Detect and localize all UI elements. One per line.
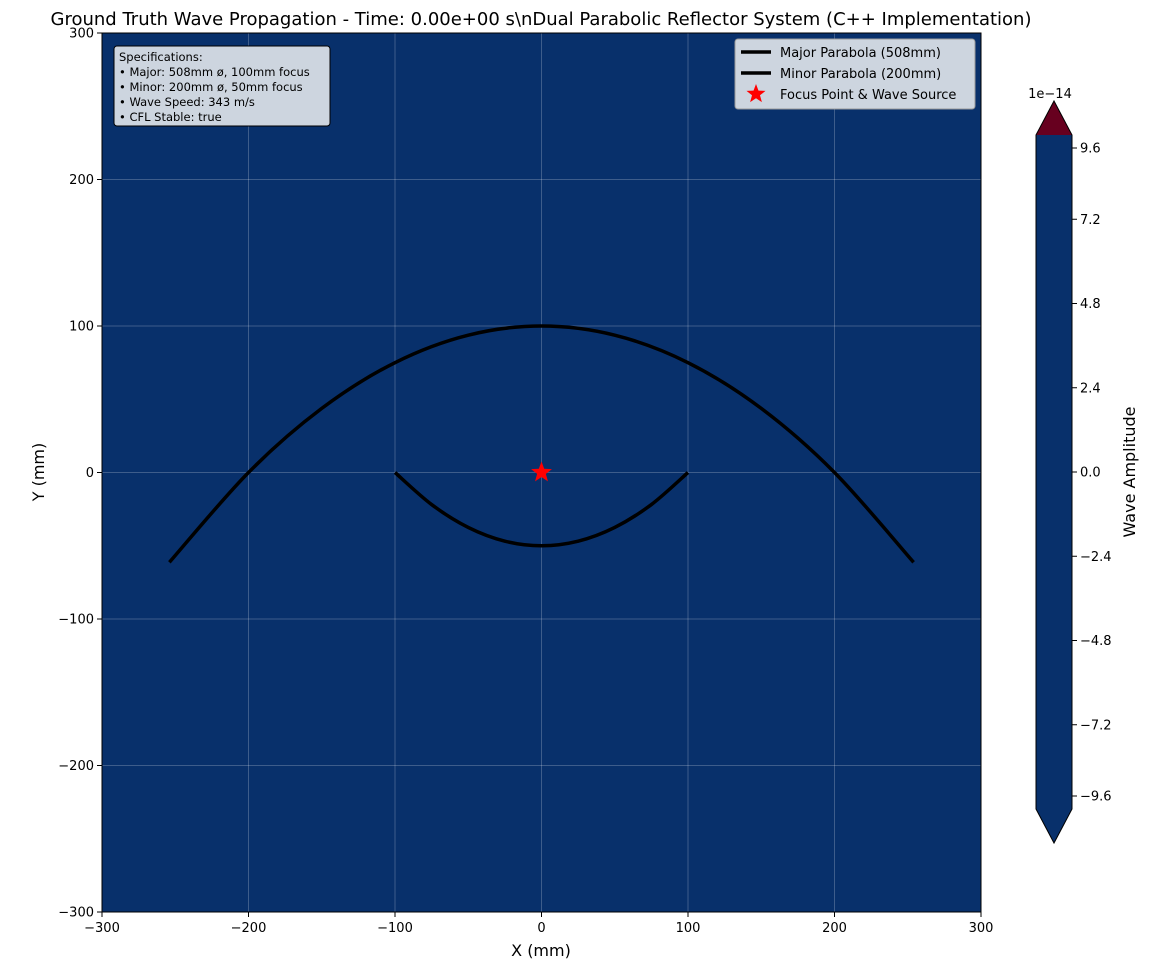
specifications-annotation: Specifications: • Major: 508mm ø, 100mm … <box>113 45 331 127</box>
y-tick-label: 100 <box>69 320 94 335</box>
colorbar-tick-label: −2.4 <box>1080 550 1112 565</box>
colorbar-tick-label: 7.2 <box>1080 213 1101 228</box>
colorbar-tick-label: −9.6 <box>1080 790 1112 805</box>
y-tick-label: 200 <box>69 173 94 188</box>
colorbar-tick-label: 2.4 <box>1080 381 1101 396</box>
colorbar-offset-text: 1e−14 <box>1028 87 1072 102</box>
series-layer <box>168 324 915 564</box>
x-tick-label: −100 <box>377 921 413 936</box>
y-tick-label: −100 <box>58 613 94 628</box>
legend-star-marker <box>746 84 766 103</box>
spec-line: • Wave Speed: 343 m/s <box>119 95 255 109</box>
spec-line: • CFL Stable: true <box>119 110 222 124</box>
x-tick-label: 300 <box>969 921 994 936</box>
minor-parabola-curve <box>393 471 690 548</box>
chart-title: Ground Truth Wave Propagation - Time: 0.… <box>51 9 1032 30</box>
x-tick-label: −300 <box>84 921 120 936</box>
x-tick-label: 100 <box>676 921 701 936</box>
colorbar-tick-label: −7.2 <box>1080 718 1112 733</box>
legend-label-minor: Minor Parabola (200mm) <box>780 67 941 82</box>
specifications-box <box>113 45 331 127</box>
colorbar-tick-label: 0.0 <box>1080 466 1101 481</box>
colorbar-ticks: −9.6 −7.2 −4.8 −2.4 0.0 2.4 4.8 7.2 9.6 <box>1072 142 1112 805</box>
legend-box <box>734 38 976 110</box>
x-axis-label: X (mm) <box>511 941 571 960</box>
colorbar-tick-label: 4.8 <box>1080 297 1101 312</box>
colorbar: −9.6 −7.2 −4.8 −2.4 0.0 2.4 4.8 7.2 9.6 1e−14 Wa… <box>1028 87 1139 845</box>
colorbar-tick-label: −4.8 <box>1080 634 1112 649</box>
colorbar-upper-extend <box>1036 101 1072 135</box>
y-tick-label: 300 <box>69 27 94 42</box>
spec-line: Specifications: <box>119 50 203 64</box>
colorbar-tick-label: 9.6 <box>1080 142 1101 157</box>
focus-point-star <box>531 461 552 482</box>
plot-area <box>101 32 982 913</box>
y-axis-label: Y (mm) <box>29 443 48 503</box>
colorbar-lower-extend <box>1036 809 1072 843</box>
y-tick-label: 0 <box>86 466 94 481</box>
x-tick-label: 0 <box>537 921 545 936</box>
spec-line: • Minor: 200mm ø, 50mm focus <box>119 80 303 94</box>
colorbar-body <box>1036 135 1072 809</box>
spec-line: • Major: 508mm ø, 100mm focus <box>119 65 310 79</box>
legend-label-focus: Focus Point & Wave Source <box>780 88 956 103</box>
x-tick-label: 200 <box>822 921 847 936</box>
colorbar-label: Wave Amplitude <box>1120 407 1139 538</box>
x-axis-ticks: −300 −200 −100 0 100 200 300 <box>84 912 993 936</box>
colorbar-outline <box>1035 99 1073 845</box>
legend: Major Parabola (508mm) Minor Parabola (2… <box>734 38 976 110</box>
legend-label-major: Major Parabola (508mm) <box>780 46 941 61</box>
major-parabola-curve <box>168 324 915 564</box>
y-tick-label: −300 <box>58 906 94 921</box>
x-tick-label: −200 <box>231 921 267 936</box>
y-tick-label: −200 <box>58 759 94 774</box>
y-axis-ticks: −300 −200 −100 0 100 200 300 <box>58 27 102 921</box>
